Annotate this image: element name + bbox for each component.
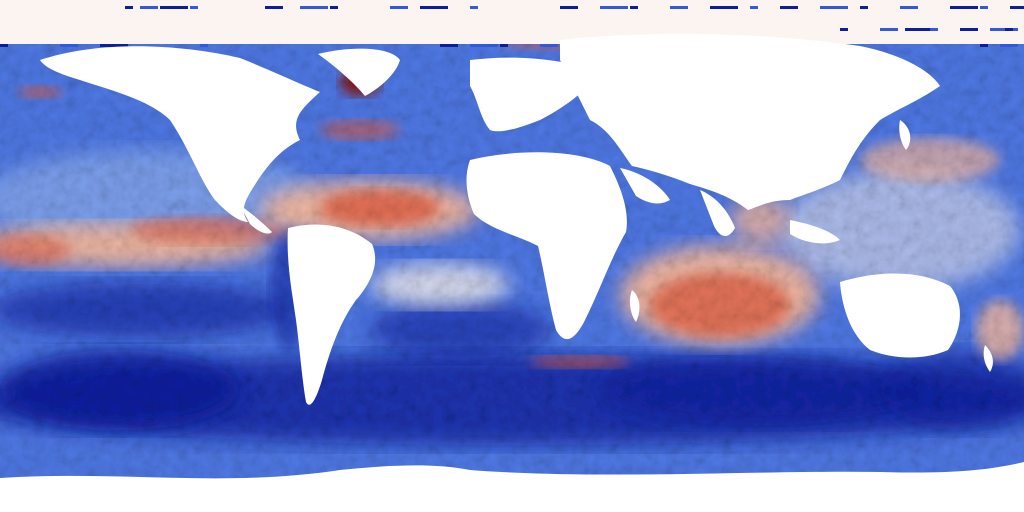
continent bbox=[899, 120, 911, 150]
ice-edge-dash bbox=[440, 44, 458, 47]
ice-edge-dash bbox=[750, 6, 758, 9]
ice-edge-dash bbox=[265, 6, 283, 9]
ice-edge-dash bbox=[540, 44, 558, 47]
continent bbox=[240, 205, 272, 234]
anomaly-patch bbox=[320, 190, 440, 226]
ice-edge-dash bbox=[200, 44, 208, 47]
ice-edge-dash bbox=[300, 6, 328, 9]
anomaly-patch bbox=[600, 355, 920, 425]
ice-edge-dash bbox=[1005, 28, 1013, 31]
ice-edge-dash bbox=[420, 6, 448, 9]
anomaly-patch bbox=[780, 170, 1020, 290]
continent bbox=[620, 168, 670, 204]
anomaly-patch bbox=[0, 234, 70, 266]
ice-edge-dash bbox=[500, 44, 508, 47]
ice-edge-dash bbox=[140, 6, 158, 9]
continent bbox=[318, 48, 400, 96]
ice-edge-dash bbox=[470, 44, 498, 47]
ice-edge-dash bbox=[560, 6, 578, 9]
anomaly-patch bbox=[370, 300, 550, 360]
ice-edge-dash bbox=[780, 6, 798, 9]
ice-edge-dash bbox=[820, 6, 848, 9]
continent bbox=[560, 33, 940, 210]
continent bbox=[840, 273, 960, 358]
ice-edge-dash bbox=[710, 6, 738, 9]
ice-edge-dash bbox=[630, 6, 638, 9]
ice-edge-dash bbox=[125, 6, 133, 9]
anomaly-patch bbox=[18, 86, 62, 98]
anomaly-patch bbox=[976, 300, 1024, 360]
anomaly-patch bbox=[880, 350, 1024, 430]
ice-edge-dash bbox=[980, 6, 988, 9]
ice-edge-dash bbox=[980, 44, 988, 47]
ice-edge-dash bbox=[840, 28, 848, 31]
ice-edge-dash bbox=[160, 6, 188, 9]
ice-edge-dash bbox=[670, 6, 688, 9]
continent bbox=[466, 152, 627, 340]
ice-edge-dash bbox=[60, 44, 78, 47]
anomaly-patch bbox=[370, 263, 510, 307]
ice-edge-dash bbox=[470, 6, 478, 9]
anomaly-patch bbox=[530, 356, 630, 368]
ice-edge-dash bbox=[900, 6, 918, 9]
ice-edge-dash bbox=[860, 6, 868, 9]
continent bbox=[470, 57, 600, 132]
ice-edge-dash bbox=[905, 28, 933, 31]
ice-edge-dash bbox=[390, 6, 408, 9]
continent bbox=[790, 220, 840, 244]
ice-edge-dash bbox=[1000, 44, 1018, 47]
ice-edge-dash bbox=[330, 6, 338, 9]
ice-edge-dash bbox=[930, 28, 938, 31]
continent bbox=[700, 190, 735, 237]
anomaly-patch bbox=[320, 120, 400, 140]
ice-edge-dash bbox=[950, 6, 978, 9]
continent bbox=[40, 46, 320, 222]
antarctica bbox=[0, 462, 1024, 512]
continent bbox=[983, 345, 993, 372]
ice-edge-dash bbox=[880, 28, 898, 31]
ice-edge-dash bbox=[190, 6, 198, 9]
ice-edge-dash bbox=[990, 28, 1018, 31]
continent bbox=[287, 224, 376, 405]
anomaly-patch bbox=[0, 282, 290, 338]
anomaly-patch bbox=[860, 138, 1000, 182]
anomaly-patch bbox=[650, 273, 790, 337]
ice-edge-dash bbox=[0, 44, 8, 47]
continent bbox=[629, 290, 640, 322]
ice-edge-dash bbox=[600, 6, 628, 9]
ice-edge-dash bbox=[100, 44, 128, 47]
land-masses bbox=[40, 33, 993, 405]
anomaly-patch bbox=[0, 350, 240, 430]
ice-edge-dash bbox=[960, 28, 978, 31]
ice-edge-dash bbox=[1010, 6, 1024, 9]
